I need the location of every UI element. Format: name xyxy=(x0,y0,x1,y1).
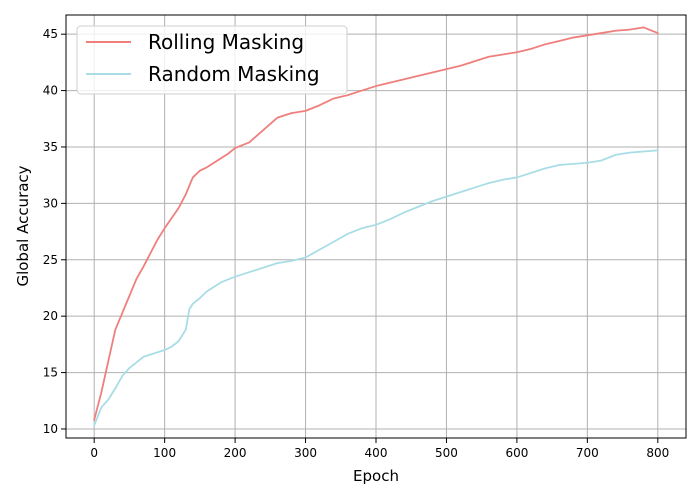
x-axis-ticks: 0 100 200 300 400 500 600 700 800 xyxy=(90,438,669,460)
y-tick-label: 35 xyxy=(43,140,58,154)
y-tick-label: 30 xyxy=(43,196,58,210)
legend-label-random-masking: Random Masking xyxy=(148,62,320,86)
x-tick-label: 500 xyxy=(435,446,458,460)
legend-box xyxy=(76,25,348,95)
y-axis-ticks: 10 15 20 25 30 35 40 45 xyxy=(43,27,66,436)
y-tick-label: 25 xyxy=(43,253,58,267)
x-tick-label: 0 xyxy=(90,446,98,460)
y-axis-label: Global Accuracy xyxy=(14,165,32,286)
legend-label-rolling-masking: Rolling Masking xyxy=(148,30,304,54)
y-tick-label: 10 xyxy=(43,422,58,436)
y-tick-label: 15 xyxy=(43,366,58,380)
series-line-rolling-masking xyxy=(93,26,659,421)
x-tick-label: 100 xyxy=(153,446,176,460)
series-lines xyxy=(93,26,659,427)
x-tick-label: 400 xyxy=(365,446,388,460)
x-tick-label: 800 xyxy=(646,446,669,460)
x-tick-label: 700 xyxy=(576,446,599,460)
y-tick-label: 20 xyxy=(43,309,58,323)
x-tick-label: 600 xyxy=(505,446,528,460)
y-tick-label: 45 xyxy=(43,27,58,41)
x-axis-label: Epoch xyxy=(353,467,399,485)
series-line-random-masking xyxy=(93,149,659,427)
y-tick-label: 40 xyxy=(43,84,58,98)
x-tick-label: 200 xyxy=(224,446,247,460)
x-tick-label: 300 xyxy=(294,446,317,460)
legend: Rolling Masking Random Masking xyxy=(76,25,348,95)
